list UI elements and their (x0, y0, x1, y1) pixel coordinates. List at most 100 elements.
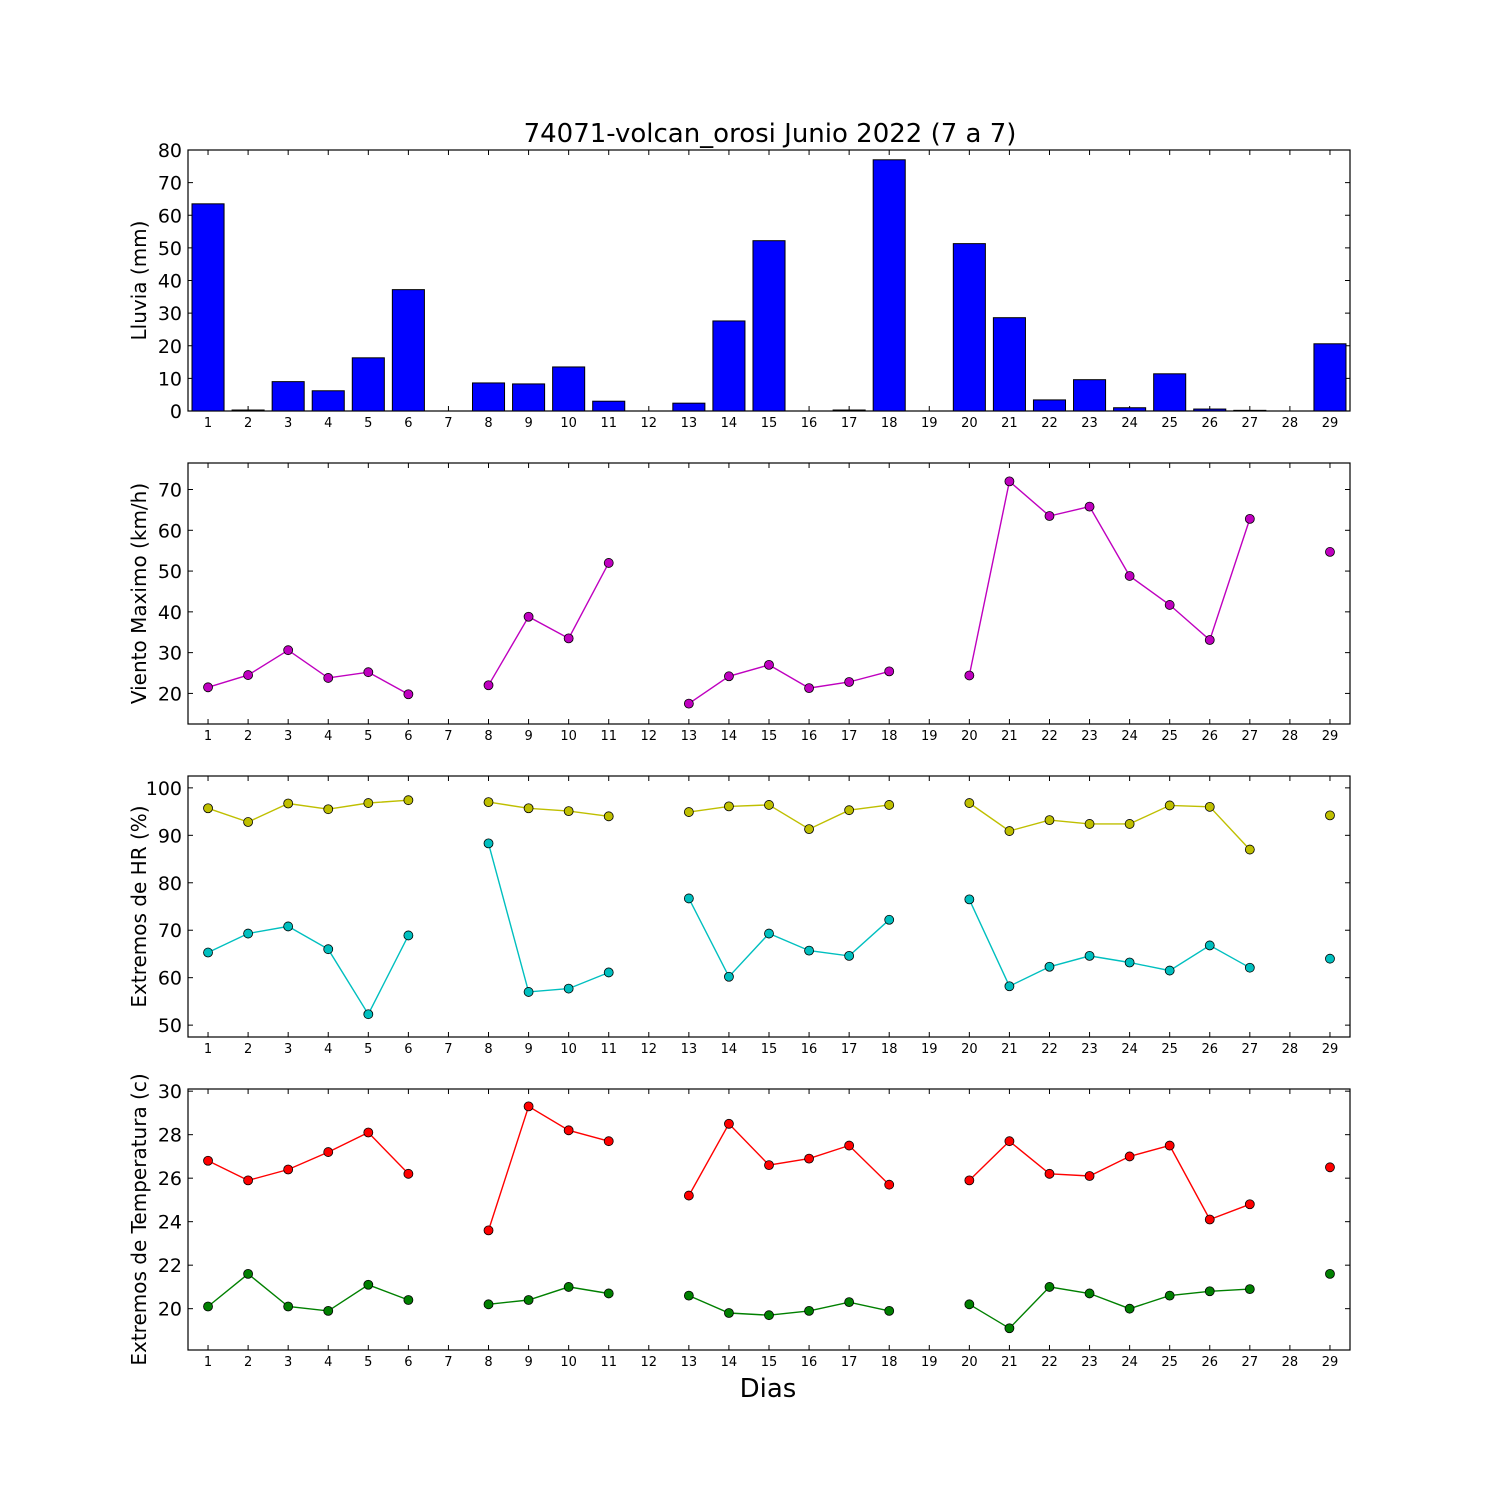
data-point (964, 1299, 975, 1310)
data-point (563, 633, 574, 644)
data-point (764, 928, 774, 939)
x-tick-label: 28 (1282, 729, 1299, 744)
data-point (1204, 940, 1215, 951)
data-point (683, 807, 694, 817)
data-point (1204, 801, 1215, 812)
x-tick-label: 12 (641, 1355, 658, 1370)
x-tick-label: 23 (1081, 416, 1098, 431)
x-tick-label: 20 (961, 1042, 978, 1057)
x-tick-label: 15 (761, 729, 778, 744)
data-point (603, 558, 614, 568)
x-tick-label: 7 (444, 416, 452, 431)
data-point (523, 803, 534, 814)
data-point (603, 1288, 614, 1299)
x-tick-label: 6 (404, 416, 412, 431)
data-point (203, 947, 213, 958)
bar (512, 383, 546, 412)
x-tick-label: 14 (721, 729, 738, 744)
data-point (1124, 1303, 1135, 1314)
x-tick-label: 17 (841, 1042, 858, 1057)
x-tick-label: 3 (284, 1355, 292, 1370)
x-tick-label: 6 (404, 729, 412, 744)
data-point (1124, 957, 1135, 968)
data-point (1004, 1323, 1015, 1334)
x-tick-label: 10 (560, 1042, 577, 1057)
data-point (1044, 815, 1055, 826)
y-tick-label: 40 (158, 271, 182, 293)
x-tick-label: 11 (600, 729, 617, 744)
x-tick-label: 9 (524, 1355, 532, 1370)
x-tick-label: 11 (600, 1355, 617, 1370)
data-point (323, 804, 334, 815)
data-point (1084, 501, 1095, 512)
data-point (1044, 1282, 1055, 1292)
x-tick-label: 14 (721, 1355, 738, 1370)
bar (191, 203, 225, 412)
bar (1233, 409, 1267, 412)
x-tick-label: 22 (1041, 416, 1058, 431)
data-point (203, 803, 213, 814)
x-tick-label: 2 (244, 1355, 252, 1370)
data-point (1325, 547, 1335, 557)
data-point (403, 930, 414, 941)
data-point (403, 689, 414, 700)
data-point (283, 645, 294, 656)
x-tick-label: 1 (204, 729, 212, 744)
data-point (804, 683, 814, 694)
x-tick-label: 17 (841, 416, 858, 431)
x-tick-label: 21 (1001, 729, 1018, 744)
y-axis-label: Extremos de HR (%) (127, 805, 151, 1007)
bar (1313, 343, 1347, 412)
x-tick-label: 21 (1001, 1355, 1018, 1370)
data-point (724, 801, 734, 812)
y-tick-label: 50 (158, 1015, 182, 1037)
y-tick-label: 28 (158, 1125, 182, 1147)
data-point (804, 945, 814, 956)
data-point (764, 1160, 774, 1171)
x-tick-label: 23 (1081, 1042, 1098, 1057)
bar (1193, 408, 1227, 412)
x-tick-label: 4 (324, 1042, 332, 1057)
data-point (683, 1290, 694, 1301)
x-tick-label: 27 (1242, 416, 1259, 431)
x-tick-label: 7 (444, 1355, 452, 1370)
data-point (523, 1101, 534, 1112)
data-point (1204, 635, 1215, 645)
data-point (243, 1268, 254, 1279)
x-tick-label: 3 (284, 1042, 292, 1057)
bar (311, 390, 345, 412)
data-point (1244, 513, 1255, 524)
data-point (243, 1175, 254, 1186)
data-point (1244, 1199, 1255, 1210)
x-tick-label: 11 (600, 416, 617, 431)
data-point (1244, 1284, 1255, 1294)
x-tick-label: 13 (681, 1355, 698, 1370)
y-tick-label: 60 (158, 205, 182, 227)
x-tick-label: 15 (761, 416, 778, 431)
x-tick-label: 9 (524, 416, 532, 431)
bar (672, 402, 706, 412)
data-point (1124, 571, 1135, 581)
x-tick-label: 17 (841, 1355, 858, 1370)
data-point (884, 800, 895, 810)
x-tick-label: 27 (1242, 1355, 1259, 1370)
data-point (1325, 810, 1335, 821)
x-tick-label: 27 (1242, 729, 1259, 744)
data-point (1004, 981, 1015, 992)
data-point (363, 1127, 374, 1138)
x-tick-label: 16 (801, 729, 818, 744)
data-point (964, 670, 975, 681)
x-tick-label: 24 (1121, 1355, 1138, 1370)
x-tick-label: 7 (444, 729, 452, 744)
x-tick-label: 16 (801, 1042, 818, 1057)
x-tick-label: 13 (681, 416, 698, 431)
data-point (523, 1295, 534, 1305)
x-tick-label: 15 (761, 1042, 778, 1057)
x-tick-label: 5 (364, 1355, 372, 1370)
data-point (884, 914, 895, 925)
x-tick-label: 1 (204, 1355, 212, 1370)
panel-1: 1 2 3 4 5 6 7 8 9 10 11 12 13 14 15 16 17 18 19 20 21 22 23 24 2… (127, 140, 1351, 431)
series-line (208, 481, 1330, 703)
x-tick-label: 25 (1161, 1355, 1178, 1370)
data-point (243, 928, 254, 939)
